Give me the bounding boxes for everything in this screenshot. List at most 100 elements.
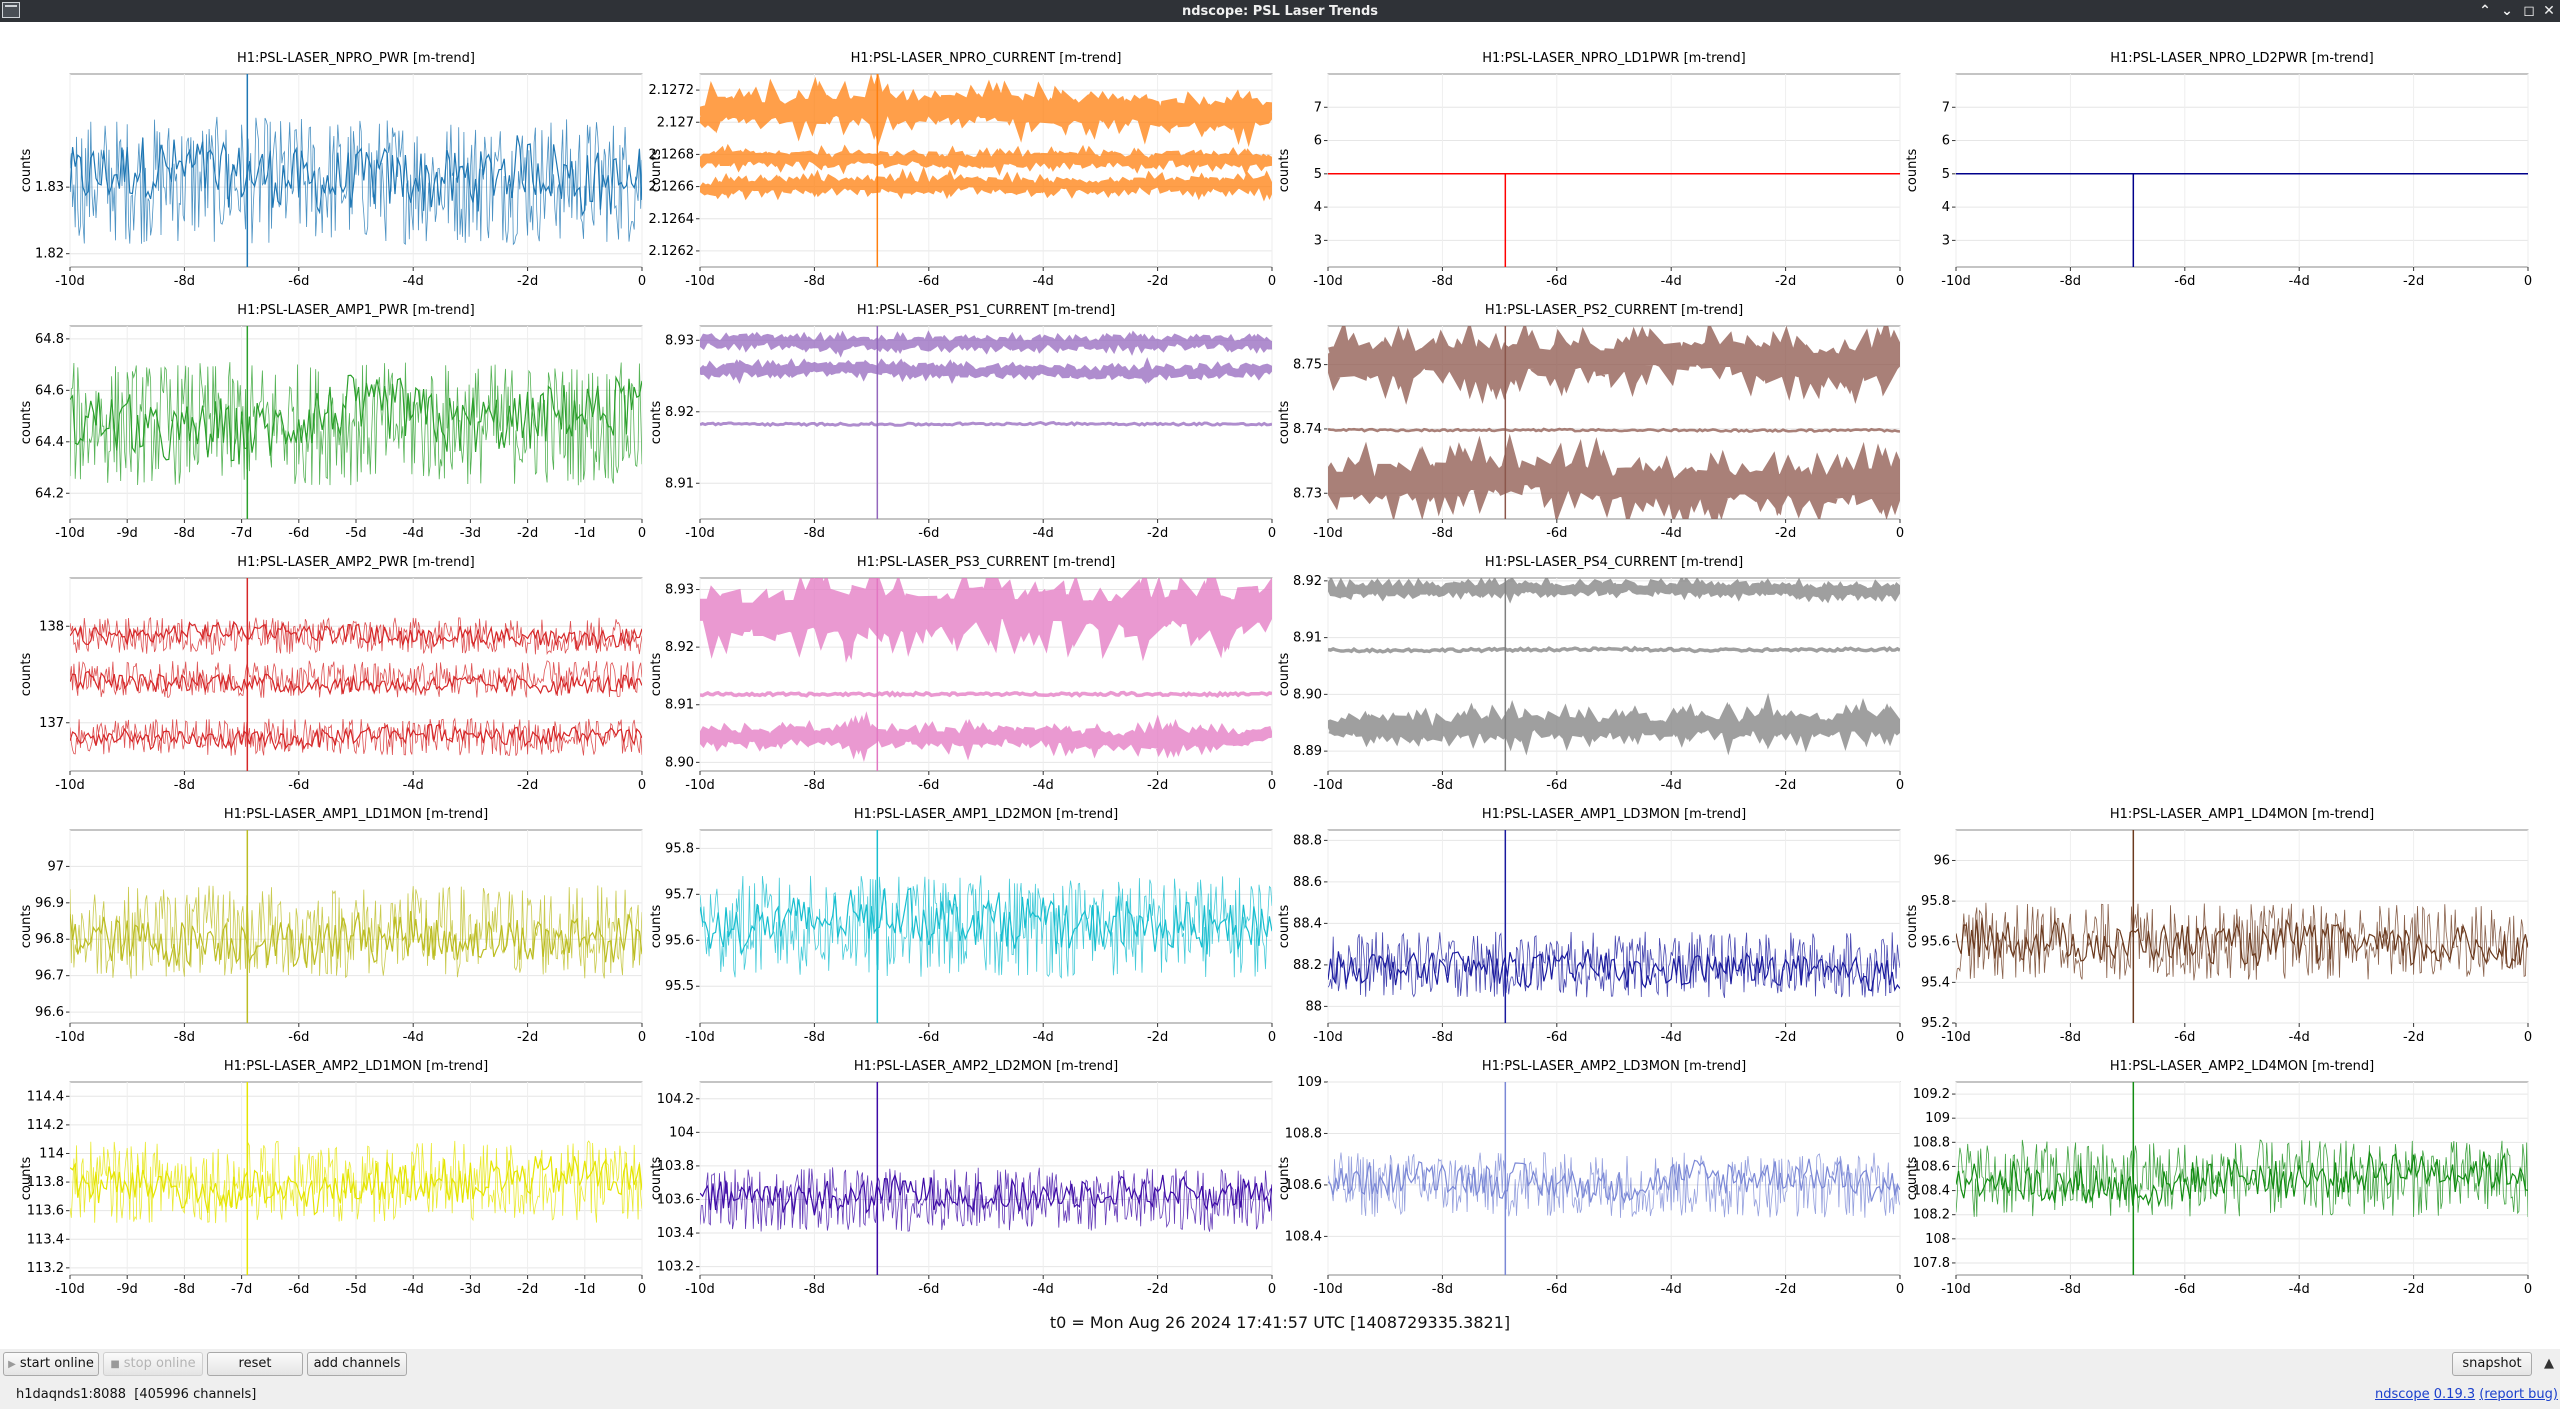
app-menu-icon[interactable] (2, 2, 20, 18)
x-tick-label: -4d (1661, 526, 1682, 541)
y-tick-label: 113.8 (27, 1175, 64, 1190)
series-line (70, 135, 642, 217)
restore-icon[interactable]: ⌄ (2501, 3, 2513, 19)
plot-title: H1:PSL-LASER_AMP2_LD4MON [m-trend] (2110, 1059, 2374, 1074)
plot-panel[interactable]: H1:PSL-LASER_AMP2_LD1MON [m-trend] 113.2 1… (19, 1059, 646, 1297)
ndscope-link[interactable]: ndscope (2375, 1387, 2430, 1402)
snapshot-button[interactable]: snapshot (2452, 1352, 2532, 1376)
x-tick-label: -6d (2174, 274, 2195, 289)
plot-data (700, 1082, 1272, 1275)
plot-frame (1955, 73, 2529, 268)
x-tick-label: -4d (1661, 1030, 1682, 1045)
y-axis-label: counts (1277, 401, 1292, 445)
plot-panel[interactable]: H1:PSL-LASER_AMP1_LD2MON [m-trend] 95.5 95… (649, 807, 1276, 1045)
x-tick-label: -6d (288, 1282, 309, 1297)
y-tick-label: 113.2 (27, 1261, 64, 1276)
plot-panel[interactable]: H1:PSL-LASER_NPRO_LD2PWR [m-trend] 3 4 5 6 7 -… (1905, 51, 2532, 289)
plot-data (1956, 1082, 2528, 1275)
y-tick-label: 108.6 (1913, 1159, 1950, 1174)
series-line (1328, 1158, 1900, 1204)
x-tick-label: 0 (638, 1282, 646, 1297)
x-tick-label: -10d (685, 1282, 715, 1297)
x-tick-label: -8d (804, 526, 825, 541)
plot-frame (1327, 73, 1901, 268)
y-tick-label: 88.4 (1293, 916, 1322, 931)
maximize-icon[interactable]: ◻ (2523, 3, 2535, 19)
plot-panel[interactable]: H1:PSL-LASER_PS1_CURRENT [m-trend] 8.91 8.… (649, 303, 1276, 541)
x-tick-label: -2d (517, 1030, 538, 1045)
x-tick-label: -6d (1546, 526, 1567, 541)
plot-frame (1327, 577, 1901, 772)
plot-data (1956, 173, 2528, 267)
x-tick-label: -8d (804, 778, 825, 793)
plot-title: H1:PSL-LASER_AMP2_LD3MON [m-trend] (1482, 1059, 1746, 1074)
x-tick-label: -8d (1432, 1282, 1453, 1297)
start-online-button[interactable]: ▶ start online (3, 1352, 99, 1376)
series-envelope (70, 885, 642, 979)
plot-panel[interactable]: H1:PSL-LASER_AMP2_LD4MON [m-trend] 107.8 1… (1905, 1059, 2532, 1297)
x-tick-label: -4d (1661, 778, 1682, 793)
y-axis-label: counts (1905, 149, 1920, 193)
plot-title: H1:PSL-LASER_NPRO_CURRENT [m-trend] (851, 51, 1122, 66)
x-tick-label: -4d (2289, 1282, 2310, 1297)
plot-panel[interactable]: H1:PSL-LASER_AMP1_LD4MON [m-trend] 95.2 95… (1905, 807, 2532, 1045)
plot-panel[interactable]: H1:PSL-LASER_PS3_CURRENT [m-trend] 8.90 8.… (649, 555, 1276, 793)
series-envelope (700, 875, 1272, 979)
x-tick-label: -10d (1313, 778, 1343, 793)
y-tick-label: 8.92 (1293, 574, 1322, 589)
y-tick-label: 7 (1314, 100, 1322, 115)
x-tick-label: -7d (231, 1282, 252, 1297)
y-tick-label: 114 (39, 1146, 64, 1161)
y-tick-label: 1.83 (35, 180, 64, 195)
plot-panel[interactable]: H1:PSL-LASER_AMP2_LD3MON [m-trend] 108.4 1… (1277, 1059, 1904, 1297)
plot-panel[interactable]: H1:PSL-LASER_AMP1_LD3MON [m-trend] 88 88.2… (1277, 807, 1904, 1045)
plot-panel[interactable]: H1:PSL-LASER_NPRO_CURRENT [m-trend] 2.126… (649, 51, 1277, 289)
plot-panel[interactable]: H1:PSL-LASER_AMP2_PWR [m-trend] 137 138 -10… (19, 555, 646, 793)
x-tick-label: -10d (1313, 1282, 1343, 1297)
close-icon[interactable]: ✕ (2543, 3, 2555, 19)
x-tick-label: -5d (345, 1282, 366, 1297)
y-axis-label: counts (649, 1157, 664, 1201)
y-tick-label: 108.8 (1285, 1126, 1322, 1141)
x-tick-label: -8d (174, 274, 195, 289)
x-tick-label: -9d (117, 526, 138, 541)
x-tick-label: -10d (1313, 274, 1343, 289)
y-axis-label: counts (1277, 1157, 1292, 1201)
stop-online-button[interactable]: ■ stop online (103, 1352, 203, 1376)
plot-title: H1:PSL-LASER_PS3_CURRENT [m-trend] (857, 555, 1115, 570)
reset-button[interactable]: reset (207, 1352, 303, 1376)
plot-data (70, 578, 642, 771)
y-tick-label: 97 (47, 859, 64, 874)
add-channels-button[interactable]: add channels (307, 1352, 407, 1376)
report-bug-link[interactable]: (report bug) (2479, 1387, 2558, 1402)
y-tick-label: 8.74 (1293, 422, 1322, 437)
series-line (700, 74, 1272, 148)
plot-panel[interactable]: H1:PSL-LASER_PS4_CURRENT [m-trend] 8.89 8.… (1277, 555, 1904, 793)
x-tick-label: -6d (918, 1030, 939, 1045)
collapse-up-icon[interactable]: ▲ (2544, 1356, 2554, 1371)
y-tick-label: 8.89 (1293, 744, 1322, 759)
plot-panel[interactable]: H1:PSL-LASER_AMP2_LD2MON [m-trend] 103.2 1… (649, 1059, 1276, 1297)
y-axis-label: counts (1277, 653, 1292, 697)
y-axis-label: counts (19, 905, 34, 949)
minimize-icon[interactable]: ⌃ (2479, 3, 2491, 19)
x-tick-label: -6d (1546, 274, 1567, 289)
plot-panel[interactable]: H1:PSL-LASER_AMP1_LD1MON [m-trend] 96.6 96… (19, 807, 646, 1045)
x-tick-label: -6d (918, 778, 939, 793)
plot-panel[interactable]: H1:PSL-LASER_PS2_CURRENT [m-trend] 8.73 8.… (1277, 303, 1904, 541)
plot-panel[interactable]: H1:PSL-LASER_NPRO_LD1PWR [m-trend] 3 4 5 6 7 -… (1277, 51, 1904, 289)
x-tick-label: -2d (1775, 1030, 1796, 1045)
plot-data (70, 830, 642, 1023)
series-envelope (70, 362, 642, 486)
version-link[interactable]: 0.19.3 (2433, 1387, 2476, 1402)
y-tick-label: 8.91 (665, 698, 694, 713)
x-tick-label: 0 (638, 526, 646, 541)
series-line (700, 330, 1272, 358)
plot-panel[interactable]: H1:PSL-LASER_NPRO_PWR [m-trend] 1.82 1.83 -… (19, 51, 646, 289)
x-tick-label: -6d (288, 526, 309, 541)
y-tick-label: 108 (1925, 1232, 1950, 1247)
y-tick-label: 8.91 (665, 476, 694, 491)
y-tick-label: 88 (1305, 999, 1322, 1014)
y-tick-label: 8.91 (1293, 631, 1322, 646)
plot-panel[interactable]: H1:PSL-LASER_AMP1_PWR [m-trend] 64.2 64.4 6… (19, 303, 646, 541)
